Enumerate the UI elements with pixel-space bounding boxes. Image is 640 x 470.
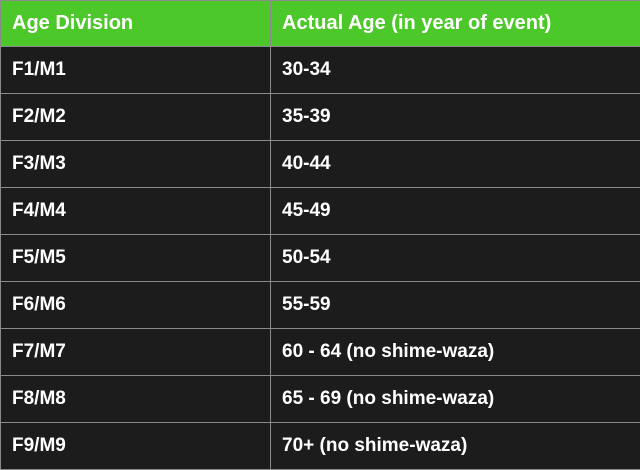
age-cell: 45-49 <box>270 187 640 235</box>
division-cell: F8/M8 <box>0 375 271 423</box>
table-row: F5/M5 50-54 <box>0 234 640 282</box>
division-cell: F4/M4 <box>0 187 271 235</box>
table-row: F7/M7 60 - 64 (no shime-waza) <box>0 328 640 376</box>
header-actual-age: Actual Age (in year of event) <box>270 0 640 47</box>
table-body: F1/M1 30-34 F2/M2 35-39 F3/M3 40-44 F4/M… <box>0 46 640 470</box>
table-row: F9/M9 70+ (no shime-waza) <box>0 422 640 470</box>
division-cell: F9/M9 <box>0 422 271 470</box>
division-cell: F6/M6 <box>0 281 271 329</box>
age-cell: 65 - 69 (no shime-waza) <box>270 375 640 423</box>
age-cell: 40-44 <box>270 140 640 188</box>
age-cell: 50-54 <box>270 234 640 282</box>
header-row: Age Division Actual Age (in year of even… <box>0 0 640 47</box>
age-cell: 30-34 <box>270 46 640 94</box>
table-row: F6/M6 55-59 <box>0 281 640 329</box>
division-cell: F3/M3 <box>0 140 271 188</box>
header-age-division: Age Division <box>0 0 271 47</box>
age-cell: 35-39 <box>270 93 640 141</box>
table-header: Age Division Actual Age (in year of even… <box>0 0 640 47</box>
age-cell: 55-59 <box>270 281 640 329</box>
age-cell: 70+ (no shime-waza) <box>270 422 640 470</box>
division-cell: F7/M7 <box>0 328 271 376</box>
table-row: F3/M3 40-44 <box>0 140 640 188</box>
division-cell: F2/M2 <box>0 93 271 141</box>
table-row: F2/M2 35-39 <box>0 93 640 141</box>
table-row: F4/M4 45-49 <box>0 187 640 235</box>
table-row: F8/M8 65 - 69 (no shime-waza) <box>0 375 640 423</box>
table-row: F1/M1 30-34 <box>0 46 640 94</box>
age-cell: 60 - 64 (no shime-waza) <box>270 328 640 376</box>
division-cell: F1/M1 <box>0 46 271 94</box>
division-cell: F5/M5 <box>0 234 271 282</box>
